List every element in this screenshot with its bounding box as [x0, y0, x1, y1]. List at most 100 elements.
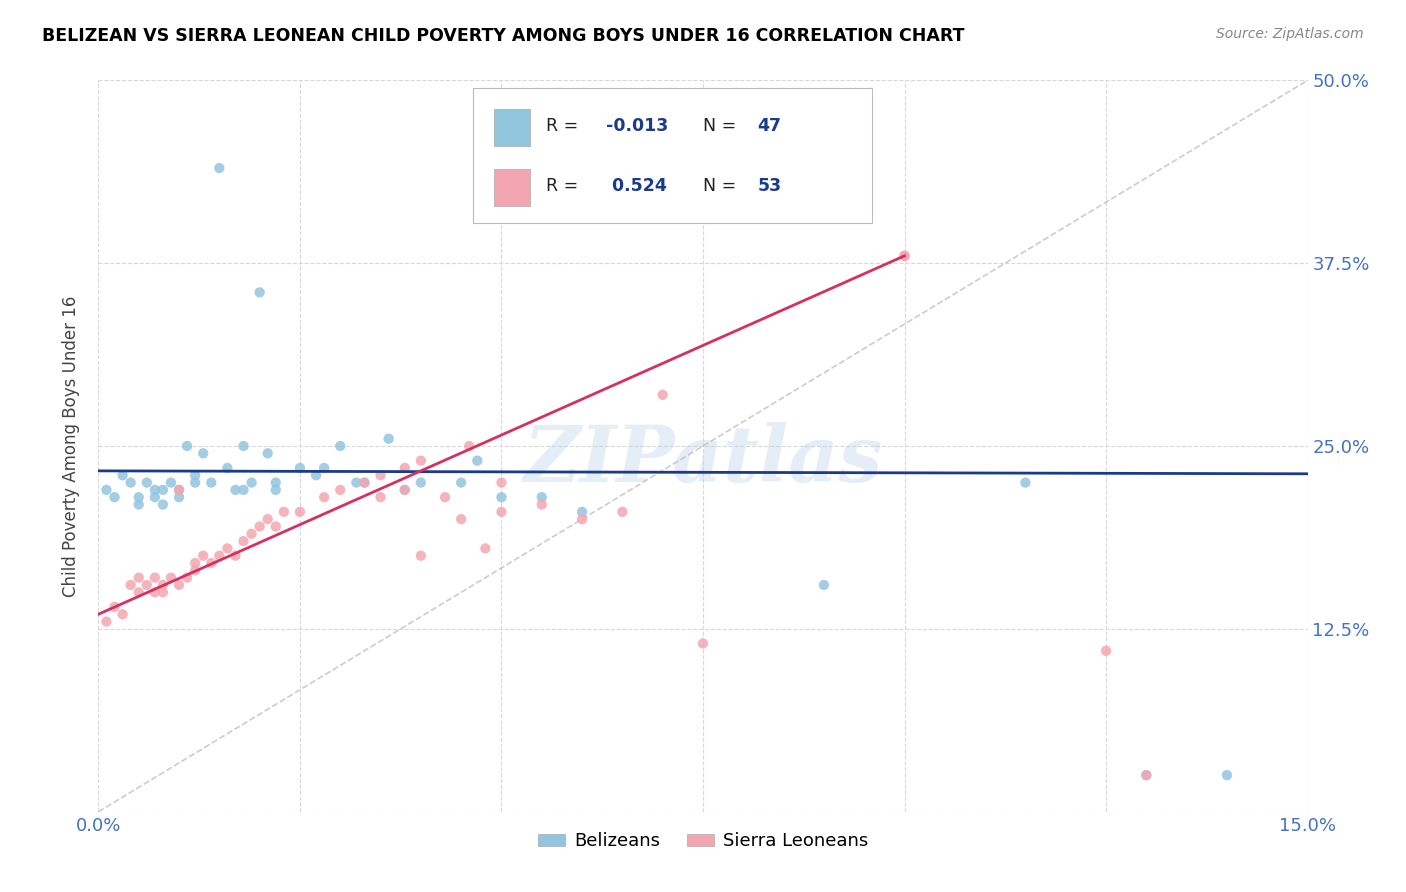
Point: [612, 505, 634, 519]
Point: [152, 483, 174, 497]
Point: [184, 556, 207, 570]
Text: 0.524: 0.524: [606, 178, 666, 195]
Point: [288, 461, 311, 475]
Point: [96, 483, 118, 497]
Point: [256, 512, 278, 526]
Point: [305, 468, 328, 483]
Point: [1135, 768, 1157, 782]
Text: -0.013: -0.013: [606, 118, 668, 136]
Point: [1095, 644, 1118, 658]
Point: [103, 490, 125, 504]
Point: [193, 446, 215, 460]
Point: [135, 475, 157, 490]
Point: [329, 439, 352, 453]
Point: [353, 475, 375, 490]
Point: [314, 461, 336, 475]
Point: [394, 483, 416, 497]
Point: [491, 505, 513, 519]
Point: [208, 161, 231, 175]
Point: [184, 563, 207, 577]
Point: [288, 505, 311, 519]
Point: [314, 490, 336, 504]
Point: [232, 483, 254, 497]
Point: [264, 475, 287, 490]
Point: [329, 483, 352, 497]
Point: [530, 498, 553, 512]
Bar: [494, 109, 530, 146]
Point: [409, 453, 432, 467]
Point: [167, 483, 190, 497]
Text: R =: R =: [546, 178, 583, 195]
Point: [143, 571, 166, 585]
Legend: Belizeans, Sierra Leoneans: Belizeans, Sierra Leoneans: [530, 825, 876, 857]
Point: [224, 549, 246, 563]
Point: [120, 578, 142, 592]
Point: [571, 505, 593, 519]
Point: [264, 483, 287, 497]
Point: [160, 475, 183, 490]
Point: [208, 549, 231, 563]
Point: [813, 578, 835, 592]
Point: [152, 498, 174, 512]
Text: N =: N =: [703, 118, 742, 136]
Text: R =: R =: [546, 118, 583, 136]
Point: [217, 541, 239, 556]
Point: [167, 483, 190, 497]
Point: [120, 475, 142, 490]
Point: [135, 578, 157, 592]
Point: [450, 512, 472, 526]
Point: [249, 285, 271, 300]
Point: [1135, 768, 1157, 782]
Point: [143, 585, 166, 599]
Point: [651, 388, 673, 402]
Point: [491, 475, 513, 490]
Point: [176, 571, 198, 585]
Point: [370, 490, 392, 504]
Point: [893, 249, 915, 263]
Point: [128, 585, 150, 599]
Point: [1216, 768, 1239, 782]
Point: [409, 549, 432, 563]
Point: [249, 519, 271, 533]
Point: [152, 578, 174, 592]
Point: [571, 512, 593, 526]
Point: [530, 490, 553, 504]
Point: [224, 483, 246, 497]
Point: [264, 519, 287, 533]
Point: [458, 439, 481, 453]
Text: N =: N =: [703, 178, 742, 195]
Point: [111, 468, 134, 483]
Point: [370, 468, 392, 483]
Point: [184, 468, 207, 483]
Point: [176, 439, 198, 453]
Point: [240, 475, 263, 490]
Point: [474, 541, 496, 556]
Point: [232, 534, 254, 549]
Point: [465, 453, 488, 467]
Point: [217, 461, 239, 475]
FancyBboxPatch shape: [474, 87, 872, 223]
Point: [143, 490, 166, 504]
Point: [193, 549, 215, 563]
Point: [200, 475, 222, 490]
Point: [232, 439, 254, 453]
Text: ZIPatlas: ZIPatlas: [523, 423, 883, 499]
Point: [394, 483, 416, 497]
Point: [450, 475, 472, 490]
Point: [273, 505, 295, 519]
Point: [240, 526, 263, 541]
Bar: [494, 169, 530, 206]
Point: [491, 490, 513, 504]
Point: [394, 461, 416, 475]
Point: [128, 490, 150, 504]
Text: Source: ZipAtlas.com: Source: ZipAtlas.com: [1216, 27, 1364, 41]
Text: BELIZEAN VS SIERRA LEONEAN CHILD POVERTY AMONG BOYS UNDER 16 CORRELATION CHART: BELIZEAN VS SIERRA LEONEAN CHILD POVERTY…: [42, 27, 965, 45]
Point: [256, 446, 278, 460]
Point: [200, 556, 222, 570]
Text: 47: 47: [758, 118, 782, 136]
Y-axis label: Child Poverty Among Boys Under 16: Child Poverty Among Boys Under 16: [62, 295, 80, 597]
Point: [353, 475, 375, 490]
Text: 53: 53: [758, 178, 782, 195]
Point: [167, 578, 190, 592]
Point: [128, 571, 150, 585]
